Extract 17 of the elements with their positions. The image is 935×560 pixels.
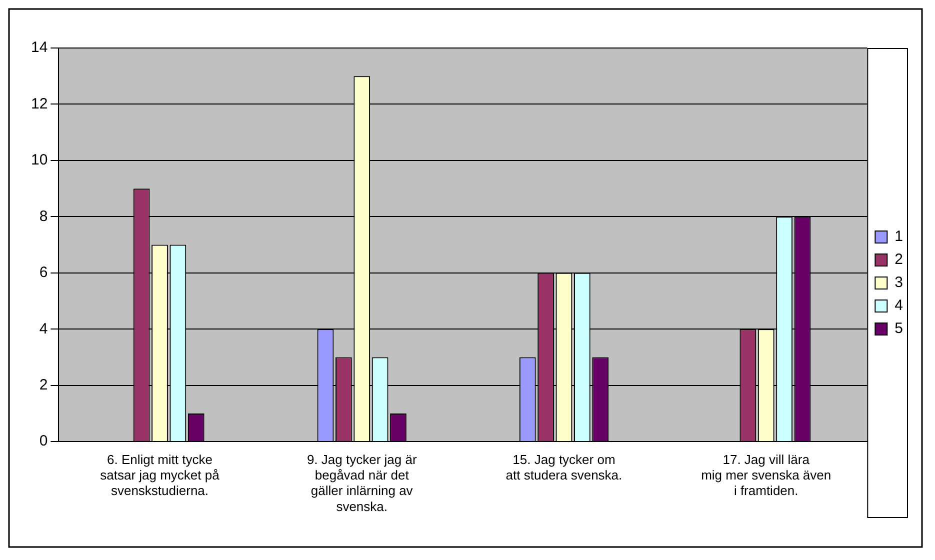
- x-tick-label: 9. Jag tycker jag är begåvad när det gäller inlärning av svenska.: [306, 452, 418, 514]
- legend-label: 4: [894, 297, 903, 314]
- y-tick-label: 6: [39, 264, 48, 282]
- x-tick-label: 17. Jag vill lära mig mer svenska även i framtiden.: [701, 452, 832, 498]
- y-tick-label: 12: [30, 95, 48, 112]
- legend-label: 2: [894, 251, 903, 268]
- y-tick-label: 8: [39, 208, 48, 225]
- legend-label: 1: [894, 228, 903, 246]
- legend-label: 3: [894, 274, 903, 292]
- y-tick-label: 2: [39, 376, 48, 394]
- y-tick-label: 14: [30, 39, 48, 56]
- y-tick-label: 4: [39, 320, 48, 338]
- y-tick-label: 0: [39, 432, 48, 450]
- legend-label: 5: [894, 320, 903, 338]
- x-tick-label: 15. Jag tycker om att studera svenska.: [506, 452, 622, 483]
- x-tick-label: 6. Enligt mitt tycke satsar jag mycket på svenskstudierna.: [100, 452, 220, 498]
- y-tick-label: 10: [30, 152, 48, 169]
